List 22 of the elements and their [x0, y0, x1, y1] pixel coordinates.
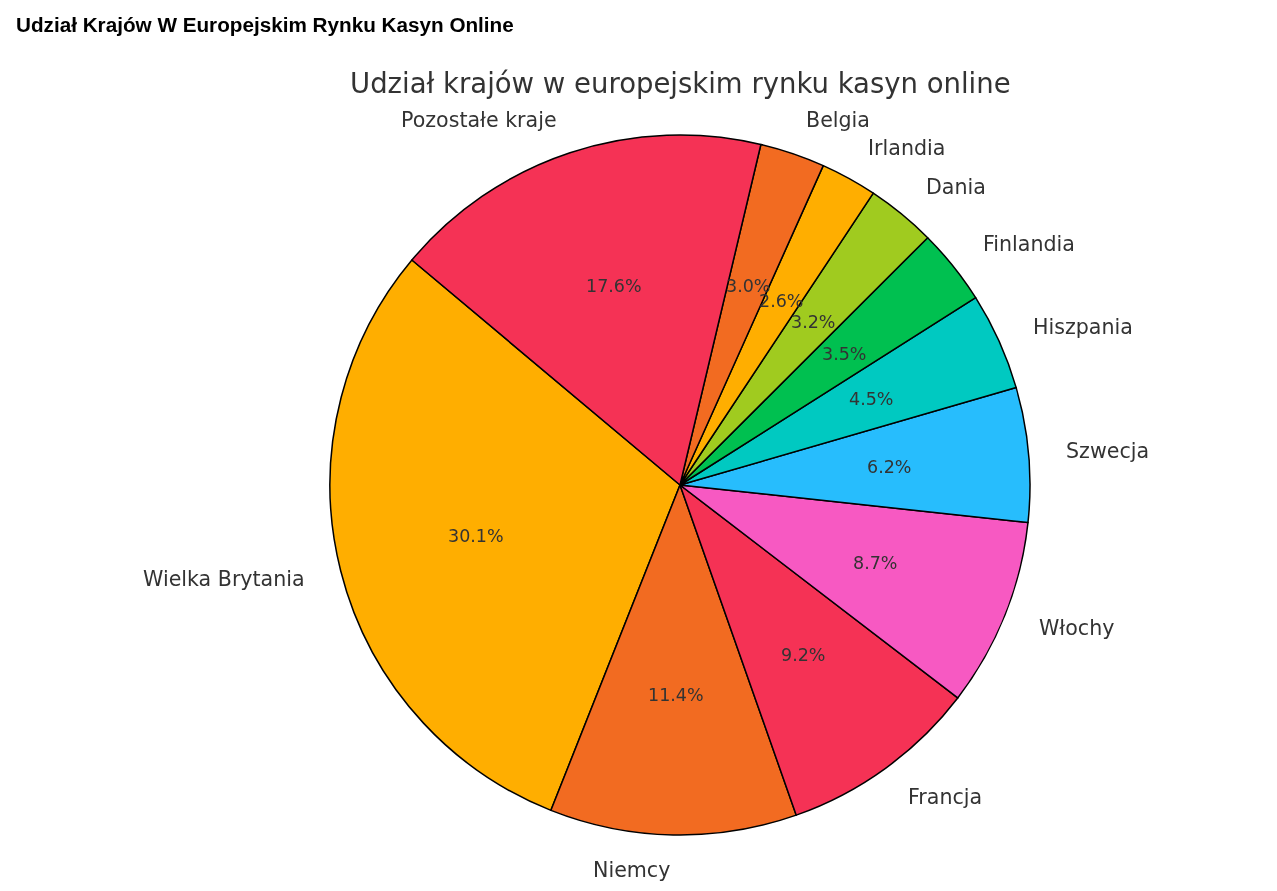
- data-label: 6.2%: [867, 457, 912, 477]
- data-label: 8.7%: [853, 553, 898, 573]
- data-label: 30.1%: [448, 526, 504, 546]
- data-label: 17.6%: [586, 276, 642, 296]
- slice-label: Irlandia: [868, 136, 946, 160]
- chart-title: Udział Krajów W Europejskim Rynku Kasyn Online: [16, 13, 514, 37]
- slice-label: Wielka Brytania: [143, 567, 305, 591]
- data-label: 3.5%: [822, 344, 867, 364]
- data-label: 3.2%: [791, 312, 836, 332]
- slice-label: Włochy: [1039, 616, 1115, 640]
- slice-label: Pozostałe kraje: [401, 108, 557, 132]
- slice-label: Belgia: [806, 108, 870, 132]
- data-label: 9.2%: [781, 645, 826, 665]
- chart-subtitle: Udział krajów w europejskim rynku kasyn online: [350, 67, 1011, 99]
- data-label: 11.4%: [648, 685, 704, 705]
- data-label: 4.5%: [849, 389, 894, 409]
- slice-label: Hiszpania: [1033, 315, 1133, 339]
- slice-label: Finlandia: [983, 232, 1075, 256]
- slice-label: Niemcy: [593, 858, 671, 882]
- slice-label: Francja: [908, 785, 983, 809]
- slice-label: Szwecja: [1066, 439, 1150, 463]
- slice-label: Dania: [926, 175, 986, 199]
